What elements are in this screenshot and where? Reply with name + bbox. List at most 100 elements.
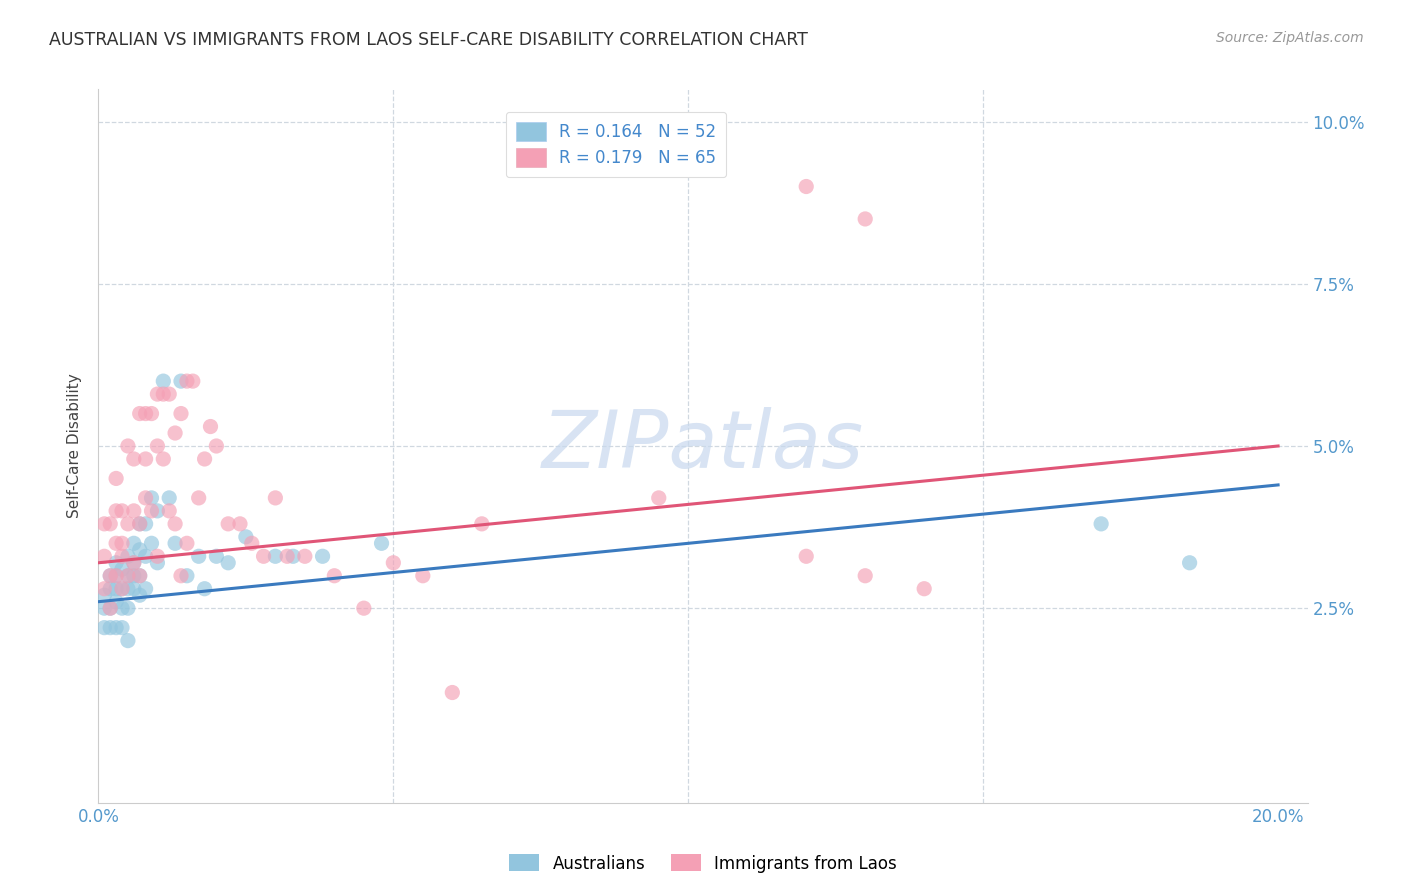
Point (105, 471, 128, 485)
Point (912, 582, 935, 596)
Point (441, 685, 464, 699)
Point (146, 439, 169, 453)
Point (98, 582, 121, 596)
Point (176, 568, 198, 582)
Point (141, 491, 163, 505)
Point (117, 549, 139, 564)
Point (122, 504, 145, 518)
Point (122, 536, 145, 550)
Point (252, 549, 274, 564)
Point (93, 549, 115, 564)
Point (382, 556, 405, 570)
Point (128, 568, 150, 582)
Point (122, 582, 145, 596)
Point (117, 582, 139, 596)
Point (98, 568, 121, 582)
Point (122, 556, 145, 570)
Point (105, 568, 128, 582)
Point (853, 211, 876, 226)
Point (111, 536, 134, 550)
Point (128, 542, 150, 557)
Point (353, 601, 375, 615)
Point (370, 536, 392, 550)
Text: ZIPatlas: ZIPatlas (541, 407, 865, 485)
Point (648, 491, 671, 505)
Point (98, 601, 121, 615)
Point (93, 601, 115, 615)
Point (217, 516, 239, 531)
Point (122, 556, 145, 570)
Point (194, 582, 217, 596)
Point (200, 419, 222, 434)
Point (141, 407, 163, 421)
Point (105, 582, 128, 596)
Point (170, 568, 193, 582)
Point (111, 562, 134, 576)
Point (117, 568, 139, 582)
Y-axis label: Self-Care Disability: Self-Care Disability (67, 374, 83, 518)
Point (128, 407, 150, 421)
Point (135, 516, 157, 531)
Point (117, 601, 139, 615)
Point (152, 387, 174, 401)
Legend: Australians, Immigrants from Laos: Australians, Immigrants from Laos (503, 847, 903, 880)
Point (205, 549, 228, 564)
Point (135, 491, 157, 505)
Point (98, 516, 121, 531)
Point (471, 516, 494, 531)
Point (157, 387, 180, 401)
Point (117, 439, 139, 453)
Point (276, 549, 298, 564)
Point (117, 633, 139, 648)
Point (794, 549, 817, 564)
Point (93, 621, 115, 635)
Point (122, 452, 145, 467)
Text: AUSTRALIAN VS IMMIGRANTS FROM LAOS SELF-CARE DISABILITY CORRELATION CHART: AUSTRALIAN VS IMMIGRANTS FROM LAOS SELF-… (49, 31, 808, 49)
Point (128, 568, 150, 582)
Point (170, 374, 193, 388)
Point (323, 568, 346, 582)
Point (135, 407, 157, 421)
Point (165, 516, 187, 531)
Point (98, 601, 121, 615)
Point (217, 556, 239, 570)
Point (157, 491, 180, 505)
Point (187, 491, 209, 505)
Point (194, 452, 217, 467)
Point (111, 621, 134, 635)
Point (412, 568, 434, 582)
Text: Source: ZipAtlas.com: Source: ZipAtlas.com (1216, 31, 1364, 45)
Point (165, 425, 187, 440)
Point (111, 549, 134, 564)
Point (135, 582, 157, 596)
Point (165, 536, 187, 550)
Point (170, 407, 193, 421)
Legend: R = 0.164   N = 52, R = 0.179   N = 65: R = 0.164 N = 52, R = 0.179 N = 65 (506, 112, 727, 177)
Point (135, 549, 157, 564)
Point (264, 549, 287, 564)
Point (105, 621, 128, 635)
Point (111, 582, 134, 596)
Point (98, 568, 121, 582)
Point (187, 549, 209, 564)
Point (105, 568, 128, 582)
Point (146, 504, 169, 518)
Point (93, 588, 115, 602)
Point (117, 568, 139, 582)
Point (205, 439, 228, 453)
Point (152, 452, 174, 467)
Point (111, 582, 134, 596)
Point (93, 516, 115, 531)
Point (105, 504, 128, 518)
Point (111, 504, 134, 518)
Point (311, 549, 333, 564)
Point (176, 374, 198, 388)
Point (281, 549, 304, 564)
Point (235, 530, 257, 544)
Point (264, 491, 287, 505)
Point (122, 568, 145, 582)
Point (141, 536, 163, 550)
Point (105, 556, 128, 570)
Point (111, 601, 134, 615)
Point (128, 588, 150, 602)
